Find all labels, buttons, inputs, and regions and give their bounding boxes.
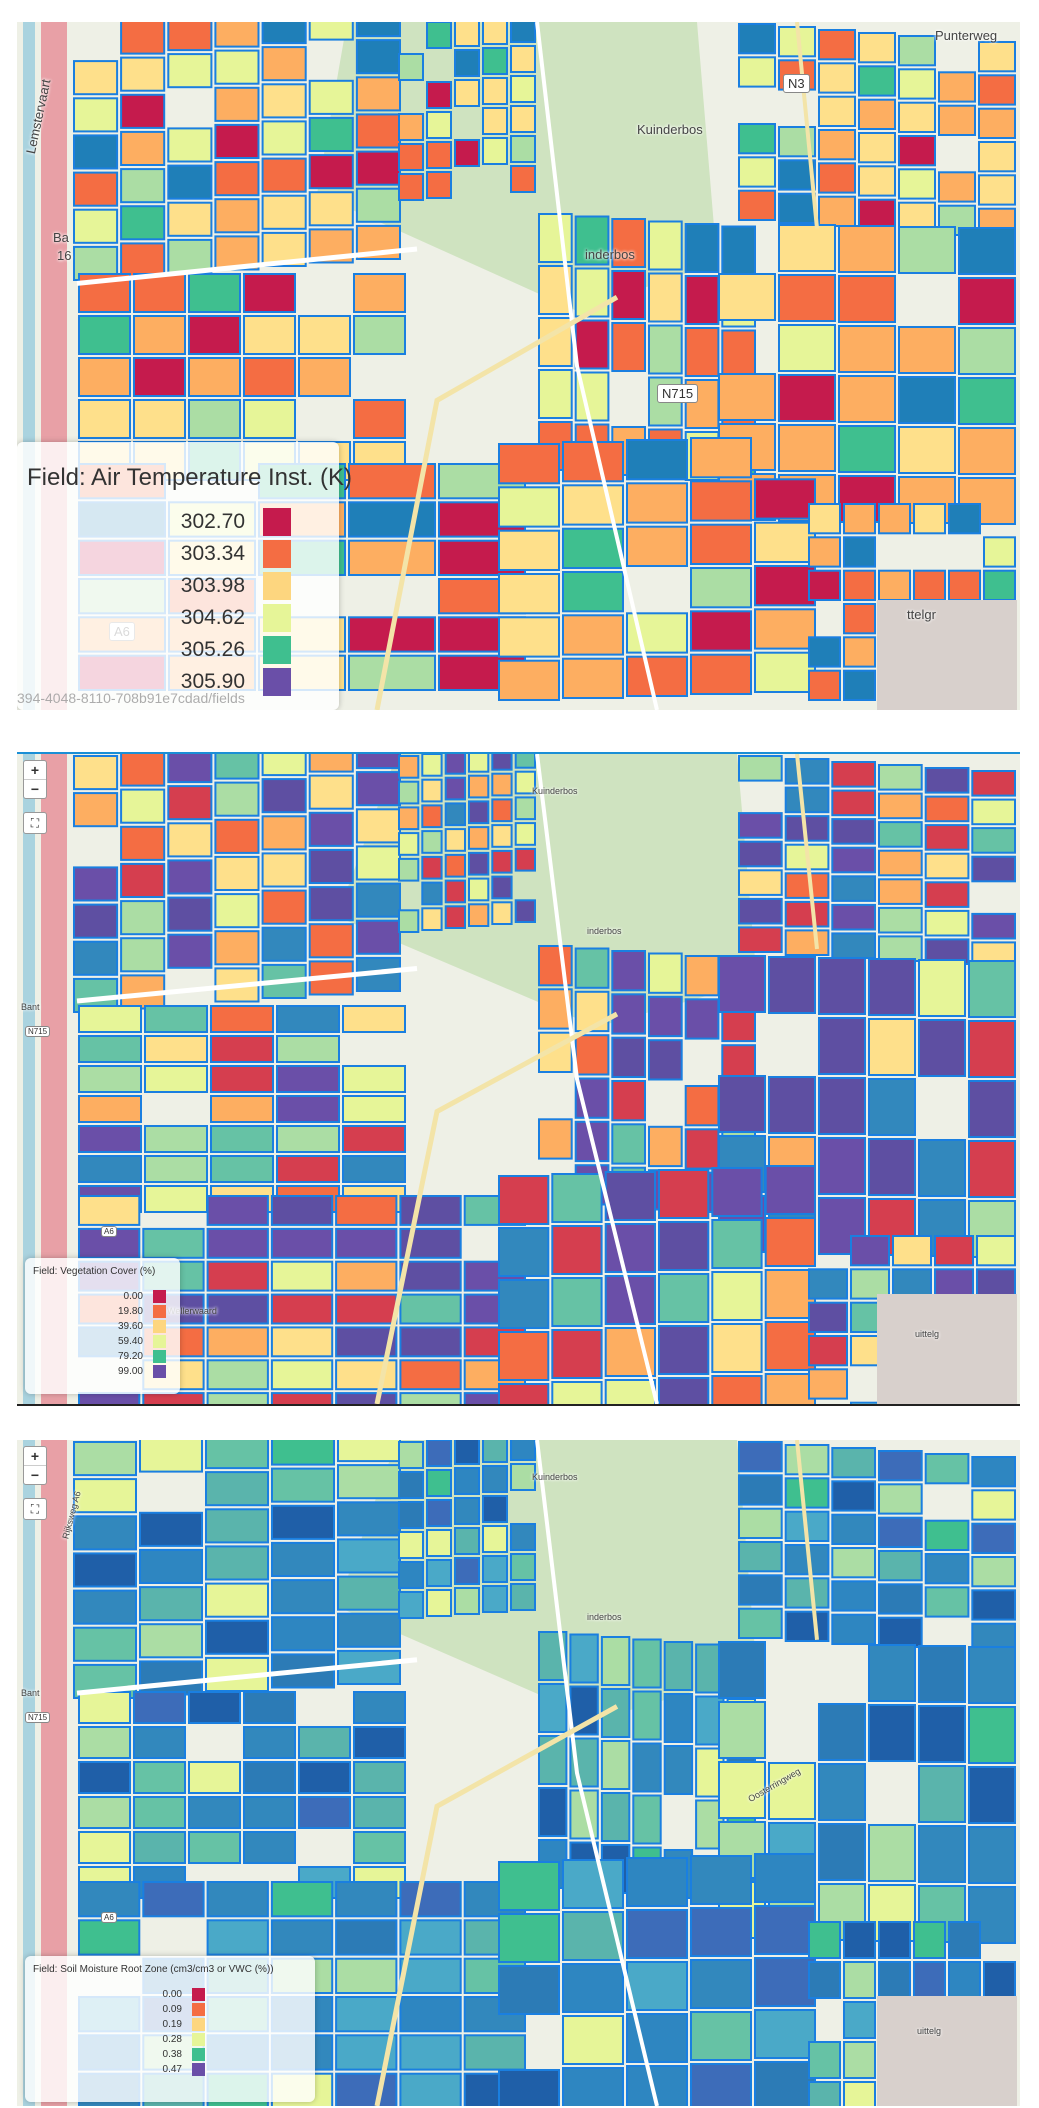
legend-swatch bbox=[263, 604, 291, 632]
map-label-kuinderbos-partial: inderbos bbox=[585, 247, 635, 262]
field-map[interactable] bbox=[17, 1440, 1020, 2106]
zoom-control: + − bbox=[23, 760, 47, 799]
map-label-16: 16 bbox=[57, 248, 72, 263]
legend-row: 305.26 bbox=[17, 634, 291, 666]
legend-value: 305.90 bbox=[180, 670, 245, 693]
url-path-text: 394-4048-8110-708b91e7cdad/fields bbox=[17, 690, 245, 706]
legend-swatch bbox=[263, 508, 291, 536]
legend-swatch bbox=[263, 636, 291, 664]
legend-swatch bbox=[153, 1320, 166, 1333]
legend-row: 0.28 bbox=[25, 2032, 205, 2047]
legend-value: 0.47 bbox=[162, 2064, 182, 2075]
road-shield-n715: N715 bbox=[25, 1712, 51, 1723]
map-label-wellerwaard: Wellerwaard bbox=[167, 1306, 217, 1316]
legend-row: 304.62 bbox=[17, 602, 291, 634]
map-panel-vegetation-cover[interactable]: + − ⛶ Kuinderbos inderbos N715 Bant A6 W… bbox=[17, 752, 1020, 1406]
legend-row: 99.00 bbox=[25, 1364, 166, 1379]
road-shield-a6: A6 bbox=[101, 1912, 117, 1923]
map-panel-soil-moisture[interactable]: + − ⛶ Kuinderbos inderbos N715 Bant A6 O… bbox=[17, 1440, 1020, 2106]
legend-row: 0.19 bbox=[25, 2017, 205, 2032]
road-shield-n715: N715 bbox=[25, 1026, 51, 1037]
fullscreen-button[interactable]: ⛶ bbox=[23, 812, 47, 834]
fullscreen-icon: ⛶ bbox=[30, 816, 40, 830]
legend-title: Field: Air Temperature Inst. (K) bbox=[27, 464, 353, 491]
map-label-bant: Bant bbox=[21, 1002, 40, 1012]
road-shield-n715: N715 bbox=[657, 384, 699, 403]
map-label-kuinderbos-partial: inderbos bbox=[587, 926, 622, 936]
road-shield-a6: A6 bbox=[101, 1226, 117, 1237]
road-shield-n3: N3 bbox=[783, 74, 810, 93]
legend-value: 303.98 bbox=[180, 574, 245, 597]
legend-swatch bbox=[192, 2033, 205, 2046]
legend-row: 19.80 bbox=[25, 1304, 166, 1319]
legend-value: 302.70 bbox=[180, 510, 245, 533]
legend-row: 0.47 bbox=[25, 2062, 205, 2077]
map-label-kuinderbos: Kuinderbos bbox=[532, 1472, 578, 1482]
legend-swatch bbox=[153, 1365, 166, 1378]
legend-swatch bbox=[153, 1305, 166, 1318]
legend-value: 0.28 bbox=[162, 2034, 182, 2045]
map-label-ba: Ba bbox=[53, 230, 69, 245]
legend-swatch bbox=[153, 1290, 166, 1303]
legend-swatch bbox=[263, 668, 291, 696]
legend-row: 59.40 bbox=[25, 1334, 166, 1349]
legend-swatch bbox=[192, 2003, 205, 2016]
legend-row: 305.90 bbox=[17, 666, 291, 698]
map-label-kuinderbos: Kuinderbos bbox=[637, 122, 703, 137]
legend-value: 0.09 bbox=[162, 2004, 182, 2015]
legend-value: 304.62 bbox=[180, 606, 245, 629]
legend-title: Field: Vegetation Cover (%) bbox=[33, 1266, 156, 1277]
legend-swatch bbox=[153, 1350, 166, 1363]
legend-value: 59.40 bbox=[117, 1336, 143, 1347]
zoom-control: + − bbox=[23, 1446, 47, 1485]
legend-swatch bbox=[263, 540, 291, 568]
map-label-uittelg: uittelg bbox=[915, 1329, 940, 1339]
legend-value: 39.60 bbox=[117, 1321, 143, 1332]
legend-value: 0.00 bbox=[162, 1989, 182, 2000]
map-label-kuinderbos: Kuinderbos bbox=[532, 786, 578, 796]
legend-swatch bbox=[192, 1988, 205, 2001]
legend-value: 0.00 bbox=[123, 1291, 143, 1302]
map-label-bant: Bant bbox=[21, 1688, 40, 1698]
legend-swatch bbox=[192, 2063, 205, 2076]
legend-value: 19.80 bbox=[117, 1306, 143, 1317]
map-label-kuinderbos-partial: inderbos bbox=[587, 1612, 622, 1622]
legend-value: 0.38 bbox=[162, 2049, 182, 2060]
legend-value: 79.20 bbox=[117, 1351, 143, 1362]
fullscreen-icon: ⛶ bbox=[30, 1502, 40, 1516]
legend: Field: Soil Moisture Root Zone (cm3/cm3 … bbox=[25, 1956, 315, 2102]
legend-row: 303.34 bbox=[17, 538, 291, 570]
legend-row: 39.60 bbox=[25, 1319, 166, 1334]
legend-value: 0.19 bbox=[162, 2019, 182, 2030]
legend-value: 305.26 bbox=[180, 638, 245, 661]
legend-swatch bbox=[192, 2048, 205, 2061]
legend-row: 0.09 bbox=[25, 2002, 205, 2017]
legend-swatch bbox=[153, 1335, 166, 1348]
zoom-out-button[interactable]: − bbox=[30, 1467, 40, 1483]
fullscreen-button[interactable]: ⛶ bbox=[23, 1498, 47, 1520]
legend-row: 0.00 bbox=[25, 1987, 205, 2002]
legend-title: Field: Soil Moisture Root Zone (cm3/cm3 … bbox=[33, 1964, 274, 1975]
legend-row: 0.00 bbox=[25, 1289, 166, 1304]
map-label-punterweg: Punterweg bbox=[935, 28, 998, 43]
legend: Field: Air Temperature Inst. (K) 302.70 … bbox=[17, 442, 353, 710]
legend-value: 303.34 bbox=[180, 542, 245, 565]
map-label-uittelg: uittelg bbox=[917, 2026, 942, 2036]
zoom-in-button[interactable]: + bbox=[24, 761, 46, 780]
zoom-in-button[interactable]: + bbox=[24, 1447, 46, 1466]
legend-swatch bbox=[192, 2018, 205, 2031]
legend-row: 303.98 bbox=[17, 570, 291, 602]
legend-swatch bbox=[263, 572, 291, 600]
legend-row: 302.70 bbox=[17, 506, 291, 538]
legend-row: 0.38 bbox=[25, 2047, 205, 2062]
legend: Field: Vegetation Cover (%) 0.00 19.80 3… bbox=[25, 1258, 180, 1394]
legend-value: 99.00 bbox=[117, 1366, 143, 1377]
zoom-out-button[interactable]: − bbox=[30, 781, 40, 797]
field-map[interactable] bbox=[17, 754, 1020, 1404]
map-panel-air-temperature[interactable]: Kuinderbos inderbos N715 N3 Punterweg tt… bbox=[17, 22, 1020, 710]
map-label-ittelgr: ttelgr bbox=[907, 607, 936, 622]
legend-row: 79.20 bbox=[25, 1349, 166, 1364]
